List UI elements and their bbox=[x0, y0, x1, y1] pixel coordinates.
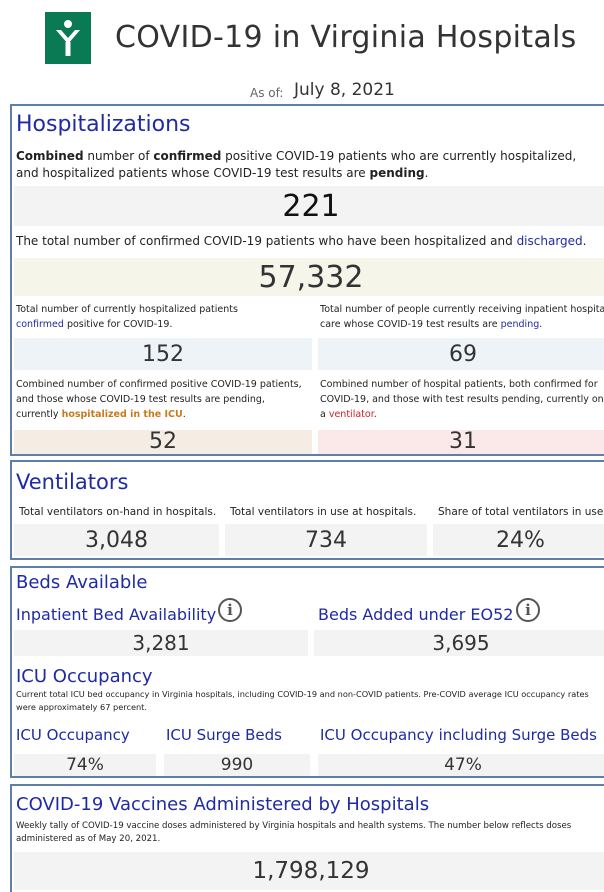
inpatient-bed-value: 3,281 bbox=[14, 630, 308, 656]
icu-occupancy-label: ICU Occupancy bbox=[16, 726, 130, 744]
beds-panel: Beds Available Inpatient Bed Availabilit… bbox=[10, 566, 604, 778]
vaccines-description: Weekly tally of COVID-19 vaccine doses a… bbox=[16, 821, 572, 844]
onhand-label: Total ventilators on-hand in hospitals. bbox=[19, 506, 217, 518]
pending-value: 69 bbox=[318, 338, 604, 370]
icu-description: Combined number of confirmed positive CO… bbox=[16, 379, 302, 420]
icu-description: Current total ICU bed occupancy in Virgi… bbox=[16, 689, 589, 712]
ventilator-value: 31 bbox=[318, 429, 604, 454]
as-of-label: As of: bbox=[250, 86, 284, 100]
hospitalizations-panel: Hospitalizations Combined number of conf… bbox=[10, 104, 604, 456]
inuse-value: 734 bbox=[225, 524, 427, 556]
vhhc-logo bbox=[45, 12, 91, 64]
inpatient-bed-label: Inpatient Bed Availability bbox=[16, 605, 217, 624]
combined-value: 221 bbox=[14, 186, 604, 226]
section-title: Ventilators bbox=[16, 470, 129, 494]
ventilator-description: Combined number of hospital patients, bo… bbox=[320, 379, 604, 420]
section-title: COVID-19 Vaccines Administered by Hospit… bbox=[16, 794, 430, 815]
info-icon[interactable]: i bbox=[516, 598, 540, 622]
vaccines-panel: COVID-19 Vaccines Administered by Hospit… bbox=[10, 784, 604, 892]
vaccines-value: 1,798,129 bbox=[14, 852, 604, 890]
page-title: COVID-19 in Virginia Hospitals bbox=[115, 20, 577, 55]
icu-occupancy-title: ICU Occupancy bbox=[16, 666, 153, 687]
confirmed-description: Total number of currently hospitalized p… bbox=[16, 304, 238, 330]
icu-occupancy-value: 74% bbox=[14, 754, 156, 776]
icu-incl-surge-value: 47% bbox=[318, 754, 604, 776]
eo52-value: 3,695 bbox=[314, 630, 604, 656]
as-of-date: July 8, 2021 bbox=[294, 80, 395, 100]
ventilators-panel: Ventilators Total ventilators on-hand in… bbox=[10, 460, 604, 560]
section-title: Beds Available bbox=[16, 572, 148, 593]
icu-value: 52 bbox=[14, 429, 312, 454]
inuse-label: Total ventilators in use at hospitals. bbox=[230, 506, 417, 518]
share-label: Share of total ventilators in use. bbox=[438, 506, 604, 518]
info-icon[interactable]: i bbox=[218, 598, 242, 622]
pending-description: Total number of people currently receivi… bbox=[320, 304, 604, 330]
onhand-value: 3,048 bbox=[14, 524, 219, 556]
combined-description: Combined number of confirmed positive CO… bbox=[16, 149, 577, 180]
eo52-label: Beds Added under EO52 bbox=[318, 605, 514, 624]
section-title: Hospitalizations bbox=[16, 112, 191, 137]
discharged-value: 57,332 bbox=[14, 258, 604, 296]
icu-incl-surge-label: ICU Occupancy including Surge Beds bbox=[320, 726, 597, 744]
icu-surge-label: ICU Surge Beds bbox=[166, 726, 282, 744]
share-value: 24% bbox=[433, 524, 604, 556]
confirmed-value: 152 bbox=[14, 338, 312, 370]
logo-figure-icon bbox=[56, 20, 80, 56]
discharged-description: The total number of confirmed COVID-19 p… bbox=[16, 234, 587, 248]
icu-surge-value: 990 bbox=[164, 754, 310, 776]
